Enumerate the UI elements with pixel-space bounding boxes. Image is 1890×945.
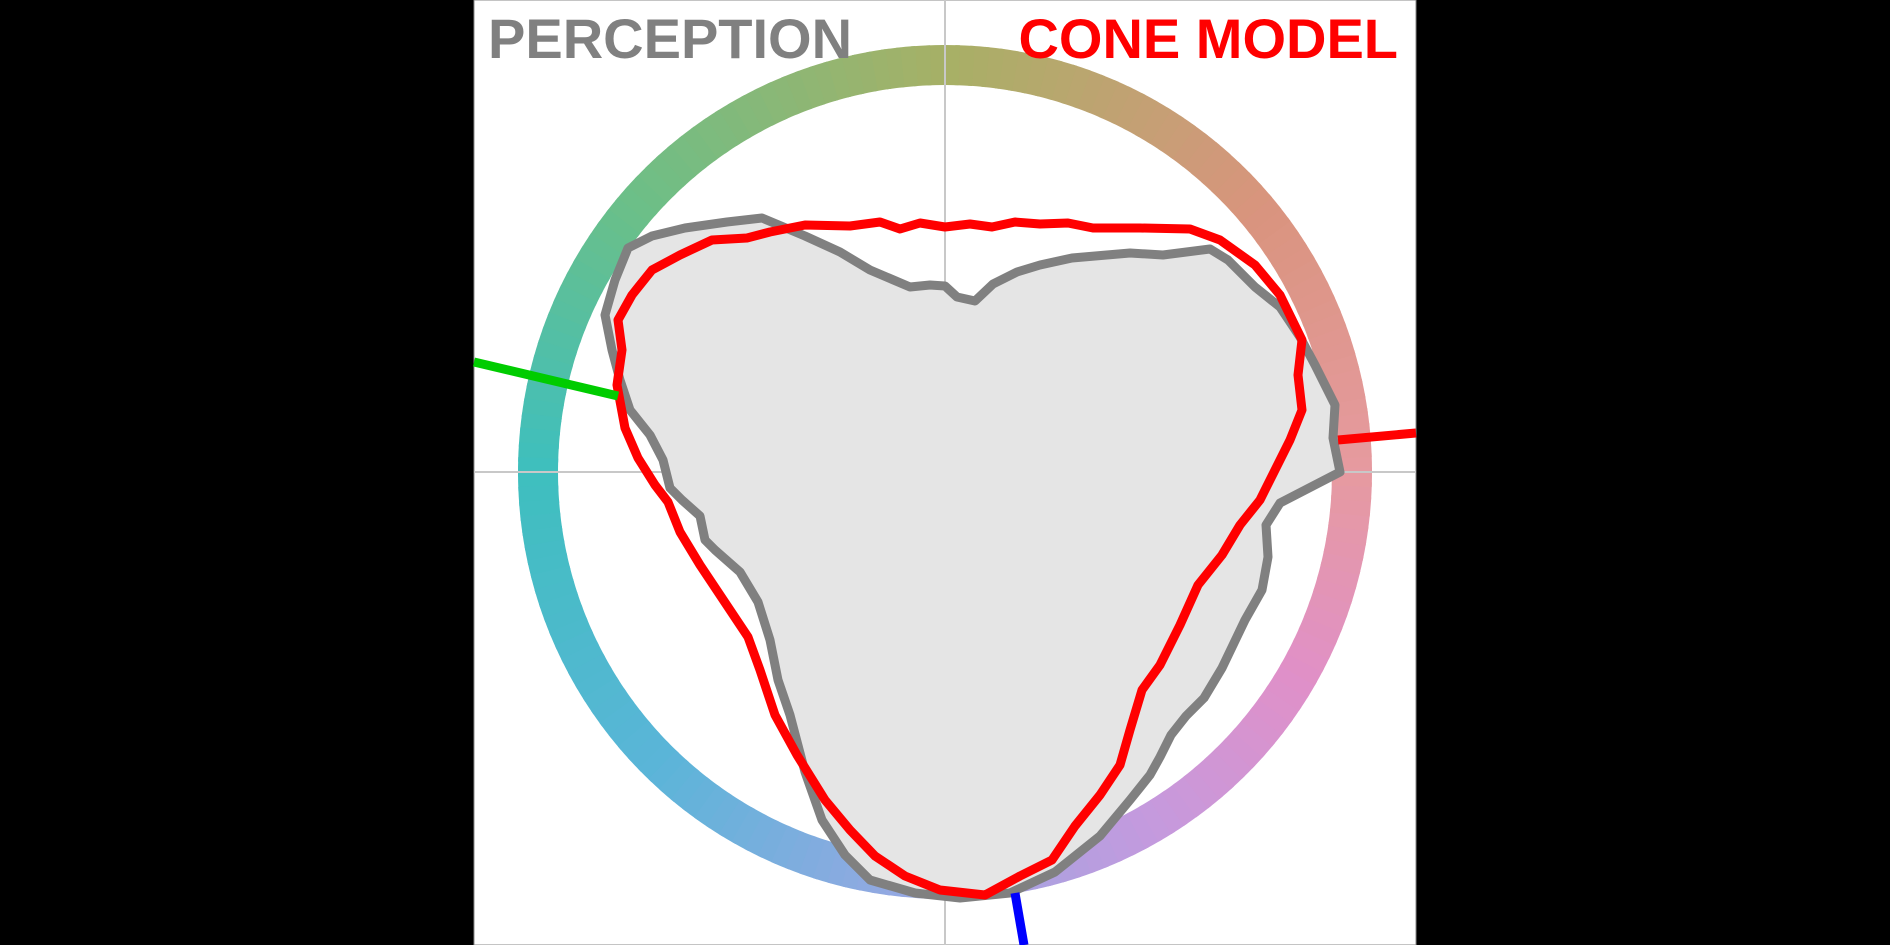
m-cone-axis [472,357,620,401]
cone-model-label: CONE MODEL [1018,7,1398,70]
perception-label: PERCEPTION [488,7,852,70]
cone-model-outline [612,217,1307,900]
l-cone-axis [1337,428,1417,445]
s-cone-axis [1010,892,1029,945]
perception-outline [600,213,1345,903]
